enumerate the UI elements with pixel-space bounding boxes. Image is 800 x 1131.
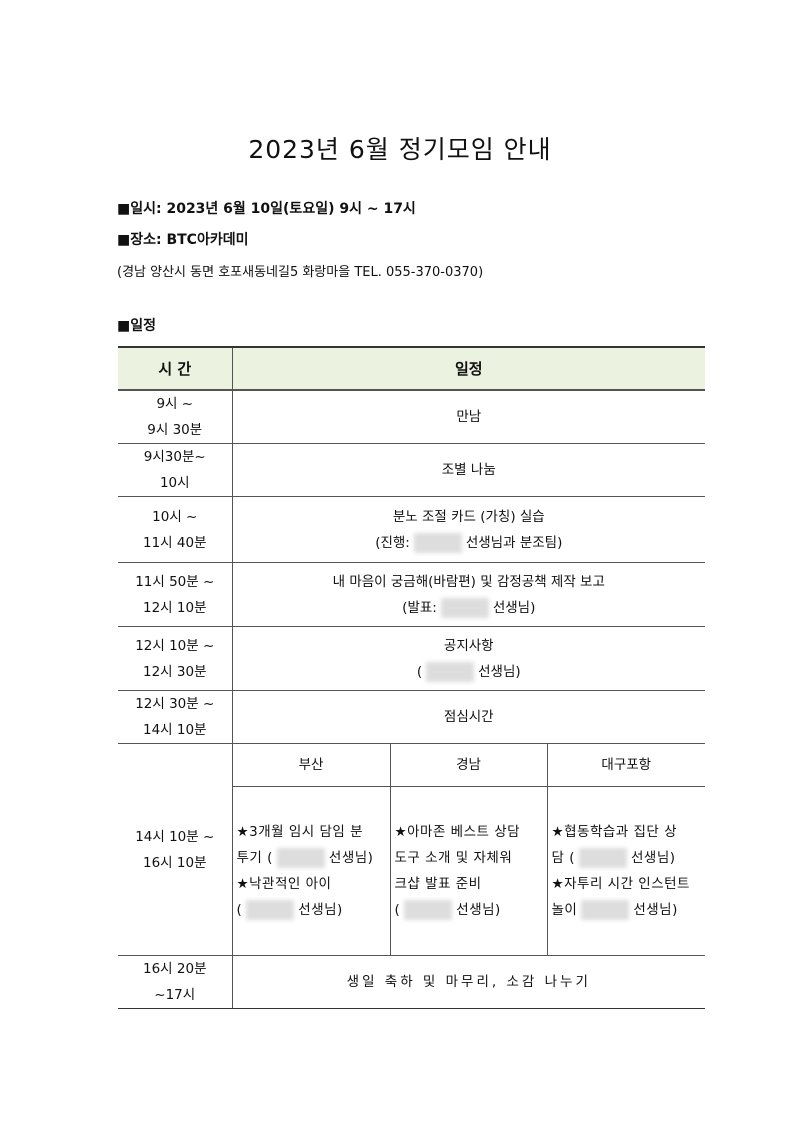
content-line: ( 선생님) xyxy=(395,897,543,923)
event-text: 선생님) xyxy=(492,599,536,616)
event-place: ■장소: BTC아카데미 xyxy=(117,232,249,248)
content-text: 선생님) xyxy=(298,902,343,918)
content-text: 놀이 xyxy=(551,902,578,918)
time-line: 9시 30분 xyxy=(147,422,203,438)
time-line: 10시 ~ xyxy=(152,508,198,525)
event-cell: 만남 xyxy=(232,390,706,444)
content-text: 선생님) xyxy=(633,902,678,918)
redacted-name xyxy=(581,900,630,920)
time-cell: 14시 10분 ~ 16시 10분 xyxy=(118,743,233,956)
time-line: 11시 40분 xyxy=(143,534,207,551)
redacted-name xyxy=(426,661,475,682)
schedule-heading: ■일정 xyxy=(117,318,156,334)
content-line: 크샵 발표 준비 xyxy=(394,876,482,892)
event-text: (진행: xyxy=(375,534,410,551)
redacted-name xyxy=(276,848,325,868)
content-line: 투기 ( 선생님) xyxy=(237,845,386,871)
event-line: 공지사항 xyxy=(443,637,494,654)
content-line: 놀이 선생님) xyxy=(552,897,702,923)
content-line: ★낙관적인 아이 xyxy=(236,876,332,892)
content-text: ( xyxy=(236,902,243,918)
time-line: 14시 10분 ~ xyxy=(135,828,215,845)
time-cell: 10시 ~ 11시 40분 xyxy=(118,496,233,563)
event-text: 선생님과 분조팀) xyxy=(465,534,563,551)
event-cell: 내 마음이 궁금해(바람편) 및 감정공책 제작 보고 (발표: 선생님) xyxy=(232,562,706,627)
time-line: 12시 30분 ~ xyxy=(135,696,215,712)
event-line: 내 마음이 궁금해(바람편) 및 감정공책 제작 보고 xyxy=(332,573,605,590)
breakout-header-row: 14시 10분 ~ 16시 10분 부산 경남 대구포항 xyxy=(118,743,706,956)
table-row: 12시 30분 ~ 14시 10분 점심시간 xyxy=(118,690,706,744)
group-busan-content: ★3개월 임시 담임 분 투기 ( 선생님) ★낙관적인 아이 ( 선생님) xyxy=(232,786,391,956)
content-line: 담 ( 선생님) xyxy=(552,845,702,871)
schedule-table: 시 간 일정 9시 ~ 9시 30분 만남 9시30분~ 10시 조별 나눔 10시… xyxy=(118,346,706,1009)
group-gyeongnam-header: 경남 xyxy=(390,743,548,787)
content-text: 담 ( xyxy=(551,850,575,866)
content-line: ★3개월 임시 담임 분 xyxy=(236,824,364,840)
table-row: 9시 ~ 9시 30분 만남 xyxy=(118,390,706,444)
time-cell: 12시 10분 ~ 12시 30분 xyxy=(118,626,233,691)
event-cell: 조별 나눔 xyxy=(232,443,706,497)
time-line: 12시 30분 xyxy=(143,663,207,680)
content-text: 선생님) xyxy=(630,850,676,866)
group-busan-header: 부산 xyxy=(232,743,391,787)
content-line: ★자투리 시간 인스턴트 xyxy=(551,876,690,892)
time-cell: 9시30분~ 10시 xyxy=(118,443,233,497)
event-cell: 점심시간 xyxy=(232,690,706,744)
time-cell: 9시 ~ 9시 30분 xyxy=(118,390,233,444)
redacted-name xyxy=(246,900,295,920)
table-row: 16시 20분 ~17시 생일 축하 및 마무리, 소감 나누기 xyxy=(118,955,706,1009)
time-line: 16시 20분 xyxy=(143,961,207,977)
event-cell: 생일 축하 및 마무리, 소감 나누기 xyxy=(232,955,706,1009)
header-time: 시 간 xyxy=(118,346,233,391)
redacted-name xyxy=(404,900,453,920)
event-text: (발표: xyxy=(402,599,437,616)
group-gyeongnam-content: ★아마존 베스트 상담 도구 소개 및 자체워 크샵 발표 준비 ( 선생님) xyxy=(390,786,548,956)
event-cell: 공지사항 ( 선생님) xyxy=(232,626,706,691)
content-line: ★협동학습과 집단 상 xyxy=(551,824,678,840)
header-schedule: 일정 xyxy=(232,346,706,391)
time-line: 9시30분~ xyxy=(143,449,206,465)
time-cell: 16시 20분 ~17시 xyxy=(118,955,233,1009)
table-row: 9시30분~ 10시 조별 나눔 xyxy=(118,443,706,497)
time-line: 9시 ~ xyxy=(156,396,194,412)
table-header-row: 시 간 일정 xyxy=(118,346,706,391)
event-line: ( 선생님) xyxy=(233,659,706,685)
event-line: (발표: 선생님) xyxy=(233,595,706,621)
time-cell: 11시 50분 ~ 12시 10분 xyxy=(118,562,233,627)
event-address: (경남 양산시 동면 호포새동네길5 화랑마을 TEL. 055-370-037… xyxy=(117,265,484,280)
content-text: ( xyxy=(394,902,401,918)
table-row: 10시 ~ 11시 40분 분노 조절 카드 (가칭) 실습 (진행: 선생님과 분조… xyxy=(118,496,706,563)
event-cell: 분노 조절 카드 (가칭) 실습 (진행: 선생님과 분조팀) xyxy=(232,496,706,563)
content-line: 도구 소개 및 자체워 xyxy=(394,850,513,866)
time-line: 16시 10분 xyxy=(143,854,207,871)
redacted-name xyxy=(413,532,462,553)
breakout-content-row: ★3개월 임시 담임 분 투기 ( 선생님) ★낙관적인 아이 ( 선생님) ★아마… xyxy=(118,786,706,956)
time-line: 10시 xyxy=(159,475,190,491)
redacted-name xyxy=(440,597,489,618)
table-row: 12시 10분 ~ 12시 30분 공지사항 ( 선생님) xyxy=(118,626,706,691)
event-text: 선생님) xyxy=(478,663,521,680)
event-line: (진행: 선생님과 분조팀) xyxy=(233,530,706,556)
time-line: 14시 10분 xyxy=(143,722,207,738)
event-text: ( xyxy=(416,663,423,680)
table-row: 11시 50분 ~ 12시 10분 내 마음이 궁금해(바람편) 및 감정공책 제… xyxy=(118,562,706,627)
event-line: 분노 조절 카드 (가칭) 실습 xyxy=(392,508,545,525)
content-line: ( 선생님) xyxy=(237,897,386,923)
group-daegu-pohang-header: 대구포항 xyxy=(547,743,706,787)
redacted-name xyxy=(578,848,627,868)
time-cell: 12시 30분 ~ 14시 10분 xyxy=(118,690,233,744)
content-text: 선생님) xyxy=(328,850,374,866)
page-title: 2023년 6월 정기모임 안내 xyxy=(248,135,552,164)
time-line: ~17시 xyxy=(154,987,196,1003)
group-daegu-pohang-content: ★협동학습과 집단 상 담 ( 선생님) ★자투리 시간 인스턴트 놀이 선생님) xyxy=(547,786,706,956)
time-line: 12시 10분 xyxy=(143,599,207,616)
time-line: 12시 10분 ~ xyxy=(135,637,215,654)
time-line: 11시 50분 ~ xyxy=(135,573,215,590)
content-line: ★아마존 베스트 상담 xyxy=(394,824,521,840)
event-datetime: ■일시: 2023년 6월 10일(토요일) 9시 ~ 17시 xyxy=(117,201,416,217)
content-text: 선생님) xyxy=(456,902,501,918)
content-text: 투기 ( xyxy=(236,850,273,866)
